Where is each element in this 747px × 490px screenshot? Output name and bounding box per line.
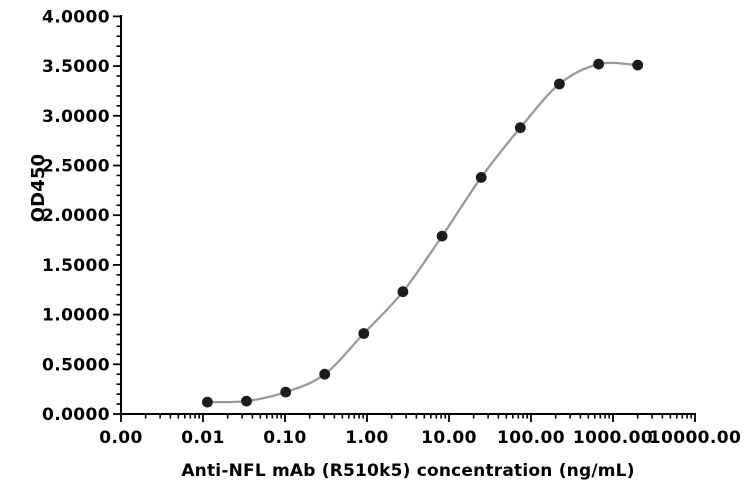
x-tick-label: 0.01 bbox=[181, 428, 225, 448]
y-tick-label: 3.0000 bbox=[42, 107, 110, 127]
y-tick-label: 3.5000 bbox=[42, 57, 110, 77]
y-tick-label: 1.5000 bbox=[42, 256, 110, 276]
data-point-marker bbox=[593, 58, 604, 70]
x-tick-label: 1000.00 bbox=[573, 428, 653, 448]
data-point-marker bbox=[241, 395, 252, 407]
series-markers bbox=[202, 58, 644, 408]
data-point-marker bbox=[554, 78, 565, 90]
data-point-marker bbox=[358, 328, 370, 339]
x-axis-tick-labels: 0.00 0.01 0.10 1.00 10.00 100.00 1000.0010000.… bbox=[99, 428, 741, 448]
x-tick-label: 0.10 bbox=[263, 428, 307, 448]
y-tick-label: 2.5000 bbox=[42, 157, 110, 177]
y-axis-title: OD450 bbox=[28, 154, 49, 223]
x-tick-label: 0.00 bbox=[99, 428, 143, 448]
y-tick-label: 4.0000 bbox=[42, 7, 110, 27]
data-point-marker bbox=[436, 230, 448, 242]
data-point-marker bbox=[202, 396, 213, 408]
y-tick-label: 2.0000 bbox=[42, 206, 110, 226]
x-tick-label: 10.00 bbox=[421, 428, 477, 448]
x-tick-label: 1.00 bbox=[345, 428, 389, 448]
dose-response-curve bbox=[207, 61, 638, 404]
data-point-marker bbox=[280, 386, 292, 398]
y-axis-major-ticks bbox=[113, 15, 121, 415]
x-axis-title: Anti-NFL mAb (R510k5) concentration (ng/… bbox=[181, 461, 634, 481]
data-point-marker bbox=[397, 286, 409, 298]
y-axis-tick-labels: 0.0000 0.5000 1.0000 1.5000 2.0000 2.5000 3.00… bbox=[42, 7, 110, 425]
x-axis-major-ticks bbox=[120, 414, 696, 422]
y-tick-label: 0.5000 bbox=[42, 355, 110, 375]
data-point-marker bbox=[632, 59, 644, 71]
y-tick-label: 0.0000 bbox=[42, 405, 110, 425]
y-tick-label: 1.0000 bbox=[42, 306, 110, 326]
data-point-marker bbox=[319, 368, 331, 380]
data-point-marker bbox=[475, 172, 487, 183]
x-tick-label: 100.00 bbox=[497, 428, 565, 448]
series-line bbox=[207, 61, 638, 404]
data-point-marker bbox=[514, 122, 526, 134]
plot-area: 0.00 0.01 0.10 1.00 10.00 100.00 1000.0010000.… bbox=[42, 7, 741, 448]
x-tick-label: 10000.00 bbox=[649, 428, 741, 448]
